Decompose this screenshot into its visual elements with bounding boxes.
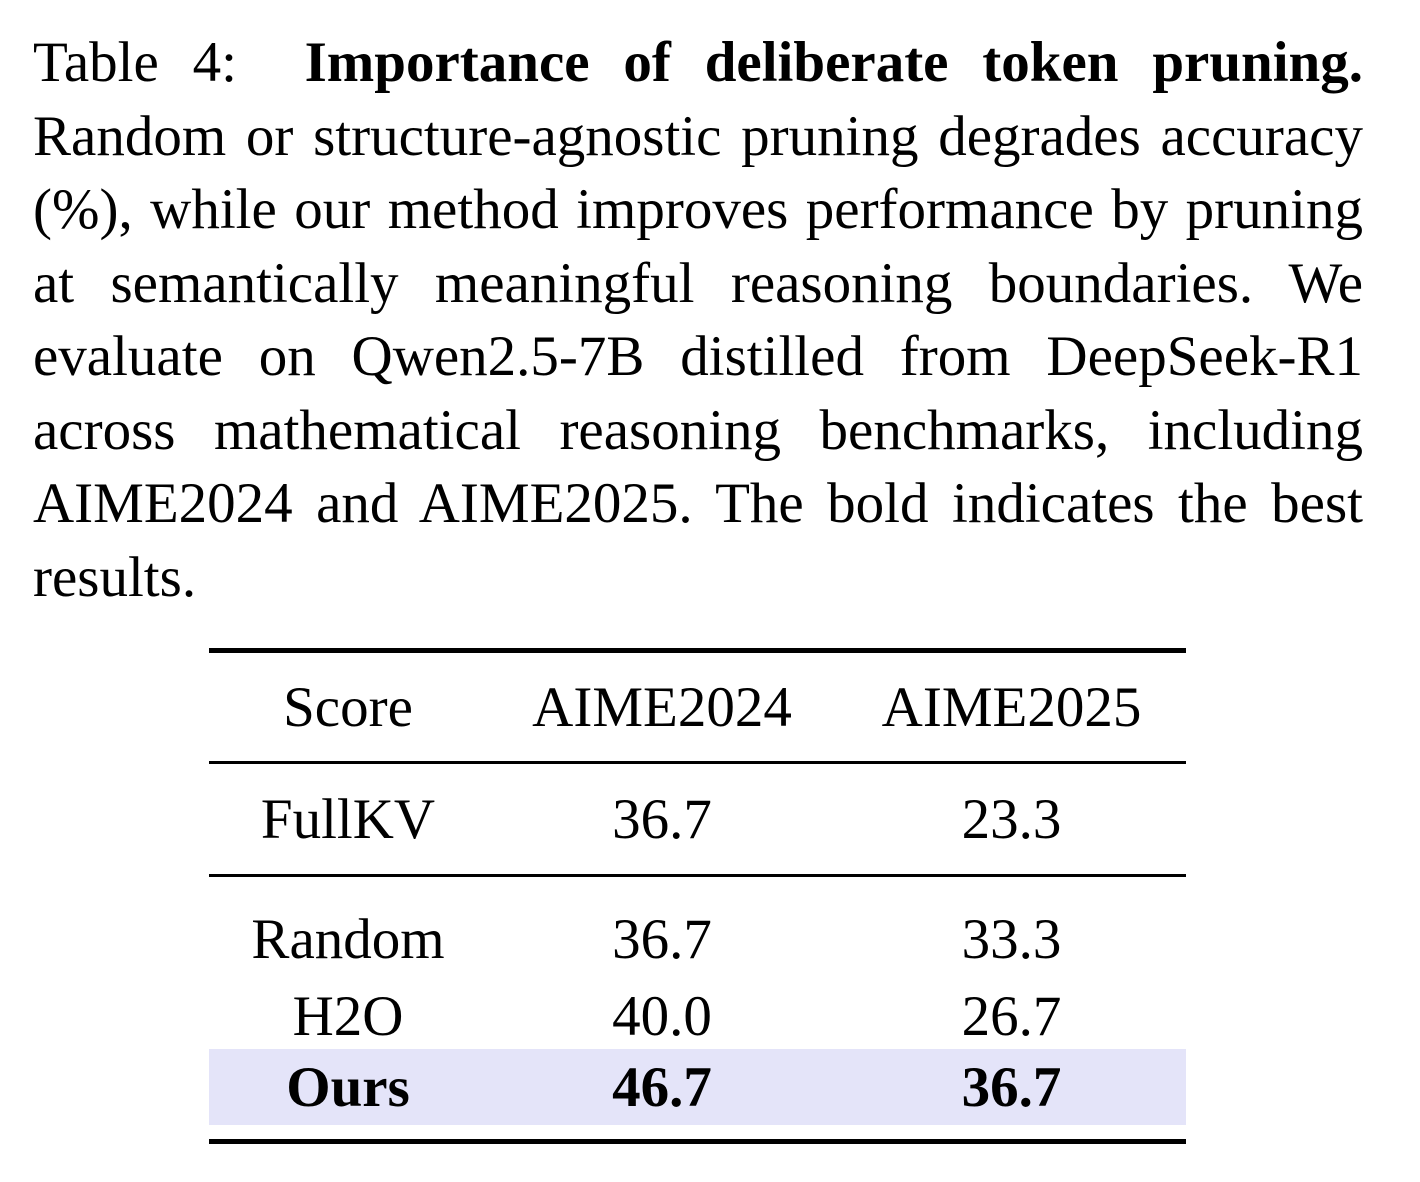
table-row-ours: Ours 46.7 36.7 — [209, 1049, 1186, 1125]
row-aime2025: 33.3 — [961, 907, 1062, 971]
table-header-row: Score AIME2024 AIME2025 — [209, 650, 1186, 763]
row-aime2025: 26.7 — [961, 984, 1062, 1048]
caption-body: Random or structure-agnostic pruning deg… — [33, 104, 1363, 609]
row-aime2024: 40.0 — [612, 984, 712, 1048]
row-method: H2O — [292, 984, 404, 1048]
table-row-h2o: H2O 40.0 26.7 — [209, 983, 1186, 1049]
header-score: Score — [283, 675, 413, 739]
row-aime2025: 36.7 — [837, 1049, 1186, 1125]
row-aime2025: 23.3 — [961, 787, 1062, 851]
table-row-random: Random 36.7 33.3 — [209, 875, 1186, 984]
caption-title: Importance of deliberate token pruning. — [304, 31, 1364, 94]
table-caption: Table 4: Importance of deliberate token … — [33, 26, 1363, 614]
row-aime2024: 46.7 — [487, 1049, 837, 1125]
results-table-container: Score AIME2024 AIME2025 FullKV 36.7 23.3… — [209, 648, 1186, 1144]
row-method: Ours — [209, 1049, 487, 1125]
row-aime2024: 36.7 — [612, 787, 712, 851]
table-row-fullkv: FullKV 36.7 23.3 — [209, 762, 1186, 876]
results-table: Score AIME2024 AIME2025 FullKV 36.7 23.3… — [209, 648, 1186, 1144]
header-aime2024: AIME2024 — [532, 675, 792, 739]
table-bottom-rule — [209, 1125, 1186, 1142]
header-aime2025: AIME2025 — [881, 675, 1142, 739]
caption-label: Table 4: — [33, 31, 237, 94]
row-method: FullKV — [260, 787, 436, 851]
row-aime2024: 36.7 — [612, 907, 712, 971]
row-method: Random — [251, 907, 445, 971]
